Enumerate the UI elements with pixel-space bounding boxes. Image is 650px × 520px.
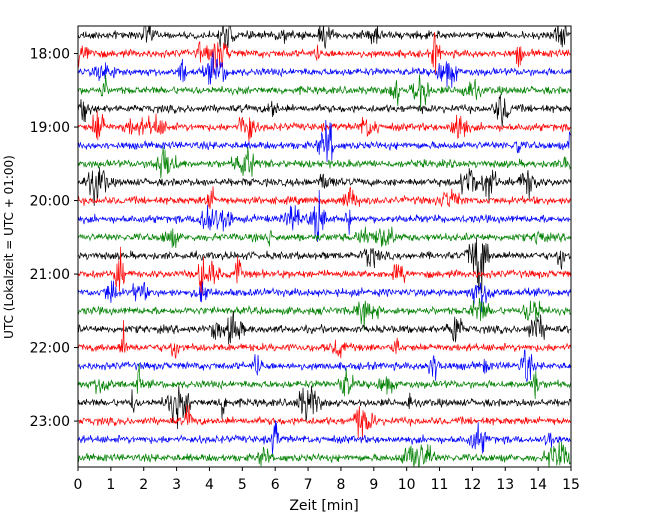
x-tick-label: 12 bbox=[463, 477, 481, 493]
y-tick-label: 22:00 bbox=[30, 341, 70, 357]
x-tick-label: 4 bbox=[205, 477, 214, 493]
trace-line-5 bbox=[78, 94, 571, 127]
trace-line-16 bbox=[78, 297, 571, 331]
x-tick-label: 1 bbox=[106, 477, 115, 493]
x-tick-label: 6 bbox=[271, 477, 280, 493]
trace-line-8 bbox=[78, 146, 571, 179]
trace-line-14 bbox=[78, 246, 571, 296]
trace-line-1 bbox=[78, 26, 571, 49]
y-tick-label: 19:00 bbox=[30, 120, 70, 136]
x-tick-label: 8 bbox=[336, 477, 345, 493]
trace-line-20 bbox=[78, 363, 571, 400]
x-axis-ticks: 0 1 2 3 4 5 6 7 8 9 10 11 12 13 14 15 bbox=[74, 467, 580, 493]
y-tick-label: 18:00 bbox=[30, 47, 70, 63]
trace-line-9 bbox=[78, 167, 571, 206]
x-tick-label: 15 bbox=[562, 477, 580, 493]
seismic-traces bbox=[78, 26, 571, 467]
x-tick-label: 14 bbox=[529, 477, 547, 493]
trace-line-11 bbox=[78, 189, 571, 243]
x-axis-label: Zeit [min] bbox=[289, 498, 358, 514]
trace-line-15 bbox=[78, 280, 571, 313]
trace-line-22 bbox=[78, 404, 571, 441]
trace-line-13 bbox=[78, 237, 571, 295]
x-tick-label: 11 bbox=[431, 477, 449, 493]
plot-frame bbox=[77, 25, 572, 468]
trace-line-24 bbox=[78, 441, 571, 467]
x-tick-label: 0 bbox=[74, 477, 83, 493]
trace-line-7 bbox=[78, 119, 571, 163]
y-tick-label: 23:00 bbox=[30, 414, 70, 430]
x-tick-label: 13 bbox=[496, 477, 514, 493]
trace-line-18 bbox=[78, 320, 571, 359]
x-tick-label: 3 bbox=[172, 477, 181, 493]
y-axis-ticks: 18:00 19:00 20:00 21:00 22:00 23:00 bbox=[30, 47, 78, 430]
trace-line-23 bbox=[78, 420, 571, 455]
y-tick-label: 21:00 bbox=[30, 267, 70, 283]
x-tick-label: 9 bbox=[369, 477, 378, 493]
x-tick-label: 5 bbox=[238, 477, 247, 493]
x-tick-label: 2 bbox=[139, 477, 148, 493]
trace-line-2 bbox=[78, 32, 571, 74]
trace-line-3 bbox=[78, 51, 571, 88]
x-tick-label: 10 bbox=[398, 477, 416, 493]
y-axis-label: UTC (Lokalzeit = UTC + 01:00) bbox=[2, 155, 16, 339]
trace-line-10 bbox=[78, 186, 571, 209]
trace-line-12 bbox=[78, 226, 571, 249]
trace-line-21 bbox=[78, 385, 571, 430]
trace-line-17 bbox=[78, 310, 571, 345]
trace-line-19 bbox=[78, 349, 571, 383]
y-tick-label: 20:00 bbox=[30, 194, 70, 210]
trace-line-4 bbox=[78, 74, 571, 112]
x-tick-label: 7 bbox=[304, 477, 313, 493]
trace-line-6 bbox=[78, 110, 571, 142]
